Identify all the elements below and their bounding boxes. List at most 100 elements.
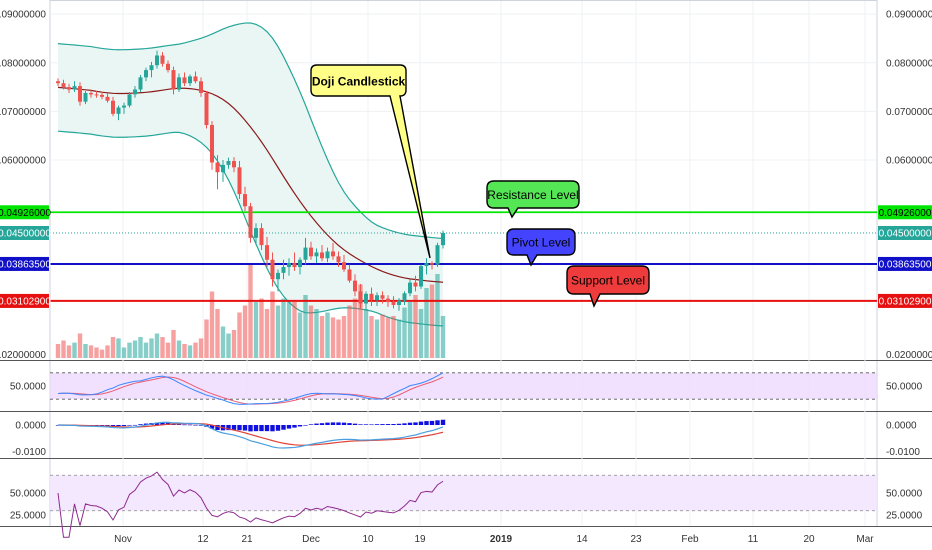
- candle-body: [221, 164, 225, 173]
- candle-body: [210, 125, 214, 163]
- y-tick-left: 0.08000000: [0, 58, 46, 69]
- candle-body: [226, 161, 231, 165]
- resistance-tag-right: 0.04926000: [879, 208, 932, 219]
- volume-bar: [374, 319, 380, 358]
- candle-body: [171, 70, 176, 90]
- macd-hist-bar: [99, 425, 105, 426]
- rsi-tick-left: 50.0000: [10, 489, 47, 500]
- candle-body: [105, 96, 110, 101]
- candle-body: [314, 252, 319, 257]
- macd-hist-bar: [380, 424, 385, 425]
- candle-body: [369, 293, 374, 301]
- candle-body: [353, 280, 357, 292]
- candle-body: [204, 92, 209, 126]
- candle-body: [419, 266, 423, 287]
- candle-body: [364, 293, 368, 304]
- volume-bar: [347, 305, 352, 358]
- volume-bar: [253, 302, 259, 358]
- moving-average-line: [57, 86, 444, 283]
- current-tag-right-bg: [878, 225, 932, 240]
- volume-bar: [429, 284, 435, 358]
- y-tick-right: 0.09000000: [886, 10, 932, 21]
- macd-hist-bar: [374, 424, 380, 425]
- candle-body: [188, 76, 192, 84]
- macd-hist-bar: [363, 424, 369, 425]
- doji-callout-label: Doji Candlestick: [312, 75, 406, 89]
- volume-bar: [116, 338, 121, 358]
- candle-body: [248, 206, 253, 238]
- volume-bar: [308, 305, 314, 358]
- current-tag-left: 0.04500000: [0, 228, 51, 239]
- candle-body: [309, 247, 313, 257]
- macd-hist-bar: [193, 424, 198, 426]
- macd-hist-bar: [275, 425, 281, 431]
- volume-bar: [391, 316, 396, 358]
- stoch-tick-right: 50.0000: [886, 382, 923, 393]
- y-tick-left: 0.07000000: [0, 107, 46, 118]
- candle-body: [358, 291, 363, 304]
- candle-body: [111, 100, 115, 114]
- macd-tick-left: 0.0000: [15, 421, 46, 432]
- volume-bar: [440, 316, 446, 358]
- candle-body: [89, 92, 93, 95]
- candle-body: [94, 94, 99, 96]
- candle-body: [100, 94, 104, 97]
- macd-tick-right-2: -0.0100: [886, 447, 920, 458]
- volume-bar: [226, 333, 231, 358]
- current-tag-right: 0.04500000: [879, 228, 932, 239]
- candle-body: [155, 55, 159, 66]
- macd-hist-bar: [440, 419, 446, 425]
- macd-hist-bar: [270, 425, 275, 432]
- volume-bar: [105, 345, 110, 358]
- macd-hist-bar: [160, 422, 165, 425]
- volume-bar: [99, 349, 105, 358]
- candle-body: [133, 89, 137, 95]
- macd-hist-bar: [110, 425, 116, 427]
- candle-body: [61, 83, 66, 88]
- volume-bar: [127, 342, 132, 358]
- volume-bar: [418, 309, 424, 358]
- volume-bar: [413, 295, 418, 358]
- candle-body: [232, 161, 236, 168]
- macd-hist-bar: [209, 425, 215, 429]
- x-tick-label: 11: [748, 534, 759, 545]
- macd-hist-bar: [341, 422, 347, 425]
- y-tick-right: 0.02000000: [886, 350, 932, 361]
- volume-bar: [314, 309, 319, 358]
- doji-callout-bubble: [310, 64, 431, 259]
- volume-bar: [330, 317, 336, 358]
- macd-hist-bar: [435, 420, 440, 425]
- x-tick-label: Mar: [856, 534, 874, 545]
- macd-hist-bar: [424, 421, 429, 425]
- volume-bar: [336, 319, 341, 358]
- pivot-callout-bubble: [506, 228, 576, 267]
- volume-bar: [55, 344, 61, 358]
- volume-bar: [198, 338, 204, 358]
- callouts: Resistance Level Pivot Level Support Level…: [310, 64, 650, 308]
- support-tag-left: 0.03102900: [0, 296, 51, 307]
- macd-hist-bar: [116, 425, 121, 427]
- volume-bar: [358, 284, 363, 358]
- volume-bar: [325, 312, 330, 358]
- volume-bar: [220, 326, 226, 358]
- candle-body: [303, 247, 308, 260]
- macd-hist-bar: [308, 424, 314, 425]
- candle-body: [298, 259, 302, 268]
- volume-bar: [154, 333, 160, 358]
- x-tick-label: 23: [630, 534, 642, 545]
- volume-bar: [303, 295, 308, 358]
- volume-bar: [231, 330, 237, 358]
- candle-body: [430, 263, 434, 265]
- resistance-callout-bubble: [486, 180, 580, 219]
- candle-body: [320, 252, 324, 259]
- volume-bar: [193, 342, 198, 358]
- volume-bar: [215, 309, 220, 358]
- macd-tick-right: 0.0000: [886, 421, 917, 432]
- candle-body: [336, 256, 341, 263]
- macd-hist-bar: [248, 425, 253, 432]
- candle-body: [78, 86, 82, 102]
- volume-bar: [292, 302, 297, 358]
- support-tag-right: 0.03102900: [879, 296, 932, 307]
